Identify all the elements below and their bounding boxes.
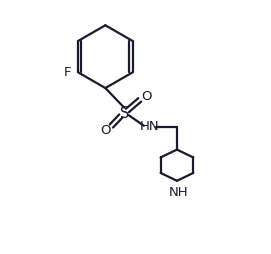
Text: NH: NH <box>168 186 188 199</box>
Text: F: F <box>64 66 71 79</box>
Text: O: O <box>141 90 151 103</box>
Text: HN: HN <box>140 120 159 134</box>
Text: S: S <box>120 106 129 121</box>
Text: O: O <box>100 124 110 137</box>
